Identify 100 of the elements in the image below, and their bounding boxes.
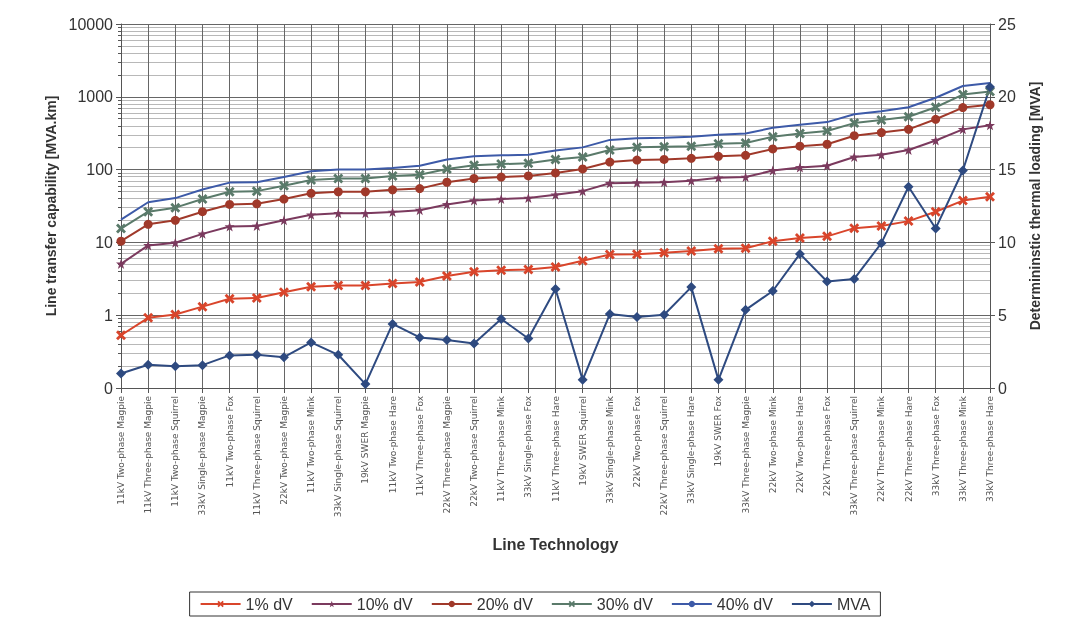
point — [604, 178, 615, 189]
x-tick-label: 22kV Two-phase Hare — [794, 395, 805, 494]
point — [686, 141, 697, 152]
point — [767, 131, 778, 142]
point — [224, 186, 235, 197]
point — [170, 202, 181, 213]
legend-label: 1% dV — [245, 595, 294, 613]
point — [116, 236, 126, 246]
point — [957, 195, 968, 206]
y2-tick-label: 20 — [998, 88, 1016, 106]
point — [278, 180, 289, 191]
point — [415, 184, 425, 194]
x-tick-label: 33kV Three-phase Magpie — [740, 395, 751, 514]
point — [604, 144, 615, 155]
x-tick-label: 19kV SWER Magpie — [360, 395, 371, 484]
point — [686, 246, 697, 257]
point — [659, 177, 670, 188]
point — [360, 208, 371, 219]
point — [931, 114, 941, 124]
y-tick-label: 1000 — [77, 88, 114, 106]
point — [631, 249, 642, 260]
point — [197, 207, 207, 217]
point — [116, 223, 126, 234]
x-tick-label: 11kV Three-phase Magpie — [143, 395, 154, 514]
point — [713, 172, 724, 183]
x-tick-label: 11kV Three-phase Hare — [550, 395, 561, 503]
x-tick-label: 33kV Three-phase Hare — [985, 395, 995, 503]
point — [686, 175, 697, 186]
point — [794, 128, 805, 139]
x-tick-label: 22kV Two-phase Fox — [631, 395, 642, 488]
point — [252, 199, 262, 209]
point — [333, 187, 343, 197]
point — [795, 141, 805, 151]
point — [360, 280, 371, 291]
x-tick-label: 22kV Three-phase Mink — [876, 395, 887, 502]
point — [822, 231, 833, 242]
point — [306, 209, 317, 220]
point — [849, 131, 859, 141]
point — [251, 186, 262, 197]
point — [143, 312, 154, 323]
x-tick-label: 33kV Single-phase Mink — [604, 395, 615, 504]
point — [224, 293, 235, 304]
x-tick-label: 33kV Three-phase Mink — [957, 395, 968, 502]
point — [713, 243, 724, 254]
x-tick-label: 33kV Single-phase Fox — [523, 395, 534, 499]
x-tick-label: 11kV Two-phase Squirrel — [170, 396, 181, 507]
point — [550, 261, 561, 272]
point — [360, 187, 370, 197]
point — [632, 155, 642, 165]
point — [604, 249, 615, 260]
point — [279, 194, 289, 204]
y-tick-label: 0 — [104, 379, 114, 397]
point — [469, 266, 480, 277]
legend-label: 40% dV — [716, 595, 774, 613]
y-tick-label: 10 — [95, 233, 114, 251]
point — [985, 191, 995, 202]
point — [741, 150, 751, 160]
point — [550, 189, 561, 200]
y-tick-label: 10000 — [68, 15, 114, 33]
x-tick-label: 11kV Two-phase Magpie — [116, 395, 126, 505]
point — [631, 177, 642, 188]
point — [224, 221, 235, 232]
point — [225, 199, 235, 209]
point — [794, 232, 805, 243]
point — [387, 170, 398, 181]
point — [306, 188, 316, 198]
point — [170, 215, 180, 225]
x-tick-label: 33kV Single-phase Squirrel — [333, 396, 344, 518]
x-tick-label: 33kV Single-phase Magpie — [197, 395, 208, 516]
point — [306, 281, 317, 292]
x-tick-label: 33kV Three-phase Fox — [930, 395, 941, 497]
x-tick-label: 11kV Two-phase Mink — [306, 395, 317, 494]
legend-label: MVA — [836, 595, 871, 613]
y2-tick-label: 25 — [998, 15, 1016, 33]
point — [768, 144, 778, 154]
point — [116, 330, 126, 341]
y-axis-title: Line transfer capability [MVA.km] — [42, 95, 59, 317]
point — [577, 255, 588, 266]
point — [740, 137, 751, 148]
point — [116, 258, 126, 269]
point — [849, 151, 860, 162]
point — [659, 154, 669, 164]
point — [876, 221, 887, 231]
y2-tick-label: 15 — [998, 161, 1016, 179]
x-tick-label: 22kV Two-phase Mink — [767, 395, 778, 494]
x-tick-label: 11kV Three-phase Fox — [414, 395, 425, 497]
x-tick-label: 11kV Three-phase Mink — [496, 395, 507, 502]
point — [713, 151, 723, 161]
point — [985, 120, 995, 131]
x-tick-label: 22kV Three-phase Magpie — [441, 395, 452, 514]
point — [469, 195, 480, 206]
point — [631, 142, 642, 153]
point — [414, 276, 425, 287]
y2-tick-label: 5 — [998, 306, 1007, 324]
point — [523, 171, 533, 181]
x-tick-label: 22kV Three-phase Squirrel — [659, 396, 670, 516]
point — [849, 223, 860, 234]
point — [659, 247, 670, 258]
point — [930, 206, 941, 217]
point — [306, 174, 317, 185]
